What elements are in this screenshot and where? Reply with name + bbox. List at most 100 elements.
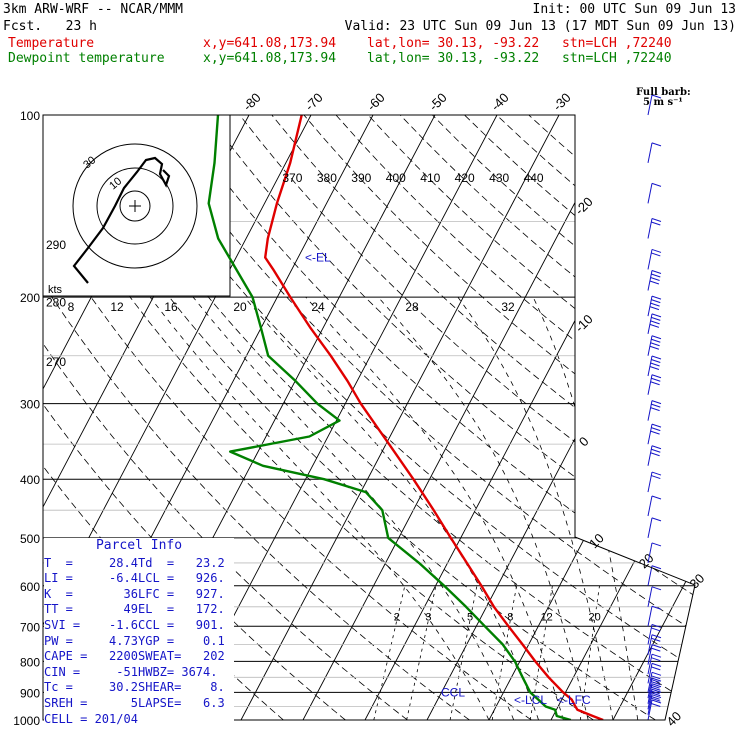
- theta-label: 400: [386, 171, 406, 185]
- parcel-info-title: Parcel Info: [95, 538, 183, 553]
- wind-barb-staff: [647, 313, 653, 334]
- parcel-info-right: LAPSE= 6.3: [138, 695, 225, 710]
- sounding-annotation: <-LFC: [557, 693, 591, 707]
- parcel-info-right: HWBZ= 3674.: [138, 664, 218, 679]
- parcel-info-row: CAPE = 2200 SWEAT= 202: [44, 649, 234, 665]
- theta-label: 380: [317, 171, 337, 185]
- wind-barb-flag: [651, 637, 661, 642]
- temperature-xy: x,y=641.08,173.94: [203, 36, 337, 51]
- mixing-ratio-line: [579, 585, 600, 720]
- pressure-tick-label: 700: [20, 620, 40, 634]
- wind-barb-staff: [647, 471, 653, 493]
- wind-barb-flag: [651, 423, 662, 428]
- parcel-info-left: T = 28.4: [44, 555, 138, 570]
- mixing-ratio-label: 5: [467, 611, 473, 623]
- dewpoint-station: stn=LCH ,72240: [562, 51, 672, 66]
- wind-barb-flag: [651, 338, 661, 343]
- moist-adiabat-line: [149, 296, 490, 720]
- wind-barb-flag: [651, 94, 662, 99]
- wind-barb-flag: [651, 703, 661, 707]
- isotherm-label: 0: [576, 434, 592, 450]
- wind-barb-flag: [650, 362, 660, 367]
- parcel-info-right: CCL = 901.: [138, 617, 225, 632]
- parcel-info-left: CELL = 201/04: [44, 711, 138, 726]
- pressure-tick-label: 100: [20, 109, 40, 123]
- parcel-info-left: Tc = 30.2: [44, 680, 138, 695]
- parcel-info-left: LI = -6.4: [44, 571, 138, 586]
- parcel-info-row: CELL = 201/04: [44, 712, 234, 728]
- wind-barb-flag: [651, 647, 661, 652]
- dry-adiabat-line: [271, 115, 695, 720]
- moist-adiabat-line: [243, 296, 539, 720]
- sounding-annotation: CCL: [441, 686, 465, 700]
- isotherm-label: -30: [550, 90, 574, 114]
- wind-barb-staff: [647, 335, 653, 356]
- wind-barb-flag: [651, 683, 662, 688]
- hodograph-ring: [119, 190, 151, 222]
- barb-legend-units: 5 m s⁻¹: [643, 97, 683, 108]
- parcel-info-left: K = 36: [44, 586, 138, 601]
- wind-barb-flag: [651, 248, 662, 253]
- wind-barb-staff: [647, 634, 653, 655]
- wind-barb-flag: [651, 627, 661, 632]
- isotherm-label: -60: [364, 90, 388, 114]
- wind-barb-flag: [651, 662, 662, 667]
- wind-barb-flag: [651, 313, 662, 318]
- dewpoint-legend-label: Dewpoint temperature: [8, 51, 165, 66]
- dry-adiabat-line: [367, 115, 695, 720]
- forecast-hour: Fcst. 23 h: [3, 19, 97, 34]
- wind-barb-staff: [647, 689, 653, 710]
- wind-barb-staff: [647, 606, 653, 627]
- wind-barb-flag: [651, 221, 661, 226]
- wind-barb-flag: [651, 495, 662, 500]
- theta-label: 410: [420, 171, 440, 185]
- parcel-info-row: SVI = -1.6 CCL = 901.: [44, 618, 234, 634]
- theta-side-label: 270: [46, 355, 66, 369]
- wind-barb-flag: [649, 366, 660, 370]
- parcel-info-left: TT = 49: [44, 602, 138, 617]
- pressure-tick-label: 1000: [13, 714, 40, 728]
- wind-barb-staff: [647, 249, 653, 270]
- pressure-tick-label: 400: [20, 473, 40, 487]
- parcel-info-right: LFC = 927.: [138, 586, 225, 601]
- wind-barb-flag: [651, 374, 662, 379]
- theta-side-label: 290: [46, 238, 66, 252]
- wind-barb-flag: [651, 671, 662, 676]
- moist-adiabat-line: [192, 296, 515, 720]
- temperature-legend-label: Temperature: [8, 36, 95, 51]
- wind-barb-flag: [649, 323, 660, 328]
- parcel-info-left: PW = 4.73: [44, 633, 138, 648]
- isotherm-line: [550, 115, 695, 720]
- isotherm-label: -70: [302, 90, 326, 114]
- theta-label: 420: [455, 171, 475, 185]
- wind-barb-flag: [651, 400, 662, 405]
- wind-barb-staff: [647, 445, 653, 466]
- mixing-ratio-label: 2: [394, 611, 400, 623]
- moist-adiabat-line: [532, 296, 639, 720]
- wind-barb-flag: [651, 697, 661, 702]
- wind-barb-flag: [651, 182, 662, 187]
- wind-barb-flag: [651, 688, 662, 693]
- wind-barb-flag: [650, 276, 660, 281]
- parcel-info-row: CIN = -51 HWBZ= 3674.: [44, 665, 234, 681]
- pressure-tick-label: 200: [20, 291, 40, 305]
- mixing-ratio-line: [449, 585, 478, 720]
- theta-side-label: 280: [46, 295, 66, 309]
- wind-barb-flag: [651, 634, 662, 639]
- wind-barb-flag: [651, 403, 661, 408]
- wind-barb-flag: [651, 299, 661, 304]
- hodograph-x-tick: 20: [233, 300, 247, 314]
- wind-barb-staff: [647, 495, 653, 517]
- isotherm-label: -80: [240, 90, 264, 114]
- wind-barb-staff: [647, 694, 653, 715]
- isotherm-line: [488, 115, 695, 720]
- dry-adiabat-line: [239, 115, 695, 720]
- wind-barb-staff: [647, 672, 653, 693]
- isotherm-line: [302, 115, 622, 720]
- parcel-info-right: SHEAR= 8.: [138, 680, 225, 695]
- dewpoint-xy: x,y=641.08,173.94: [203, 51, 337, 66]
- parcel-info-right: SWEAT= 202: [138, 649, 225, 664]
- hodograph-x-tick: 28: [405, 300, 419, 314]
- parcel-info-left: CAPE = 2200: [44, 649, 138, 664]
- wind-barb-staff: [647, 624, 653, 645]
